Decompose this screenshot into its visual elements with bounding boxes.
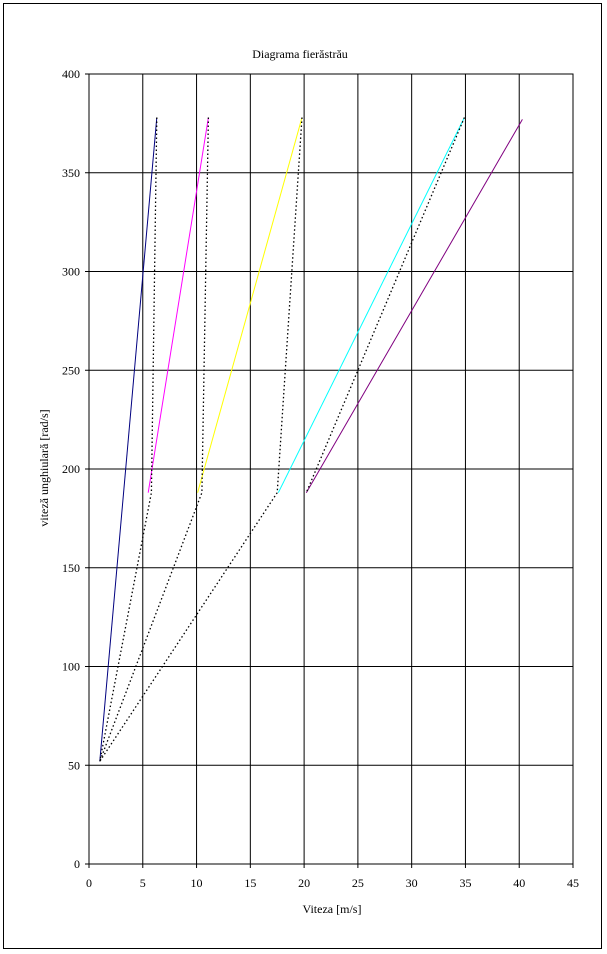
x-tick-label: 0 bbox=[86, 876, 92, 890]
y-tick-label: 400 bbox=[62, 67, 80, 81]
dotted-series-line-7 bbox=[99, 117, 210, 762]
x-tick-label: 25 bbox=[352, 876, 364, 890]
y-tick-label: 350 bbox=[62, 166, 80, 180]
series-line-2 bbox=[147, 117, 209, 493]
y-tick-label: 300 bbox=[62, 265, 80, 279]
y-tick-label: 100 bbox=[62, 660, 80, 674]
x-tick-label: 45 bbox=[567, 876, 579, 890]
series-line-1 bbox=[99, 117, 158, 762]
series-line-4 bbox=[277, 117, 465, 493]
dotted-series-line-6 bbox=[99, 117, 158, 762]
y-tick-label: 200 bbox=[62, 462, 80, 476]
y-axis-label: viteză unghiulară [rad/s] bbox=[37, 409, 51, 526]
tick-labels: 0 5 10 15 20 25 30 35 40 45 0 50 100 150 200 250 300 350 4… bbox=[62, 67, 579, 890]
x-tick-label: 5 bbox=[140, 876, 146, 890]
dotted-series-line-9 bbox=[305, 117, 465, 493]
y-tick-label: 250 bbox=[62, 363, 80, 377]
x-tick-label: 35 bbox=[459, 876, 471, 890]
series-line-3 bbox=[197, 117, 303, 493]
series-line-5 bbox=[305, 119, 523, 493]
dotted-series-line-8 bbox=[99, 117, 303, 762]
chart-frame bbox=[3, 3, 602, 949]
x-tick-label: 20 bbox=[298, 876, 310, 890]
y-tick-label: 150 bbox=[62, 561, 80, 575]
x-tick-label: 10 bbox=[191, 876, 203, 890]
chart-title: Diagrama fierăstrău bbox=[252, 47, 348, 61]
y-tick-label: 50 bbox=[68, 758, 80, 772]
series-layer bbox=[99, 117, 523, 762]
x-tick-label: 15 bbox=[244, 876, 256, 890]
x-tick-label: 40 bbox=[513, 876, 525, 890]
grid-layer bbox=[85, 73, 574, 868]
y-tick-label: 0 bbox=[74, 857, 80, 871]
x-axis-label: Viteza [m/s] bbox=[303, 902, 362, 916]
x-tick-label: 30 bbox=[406, 876, 418, 890]
